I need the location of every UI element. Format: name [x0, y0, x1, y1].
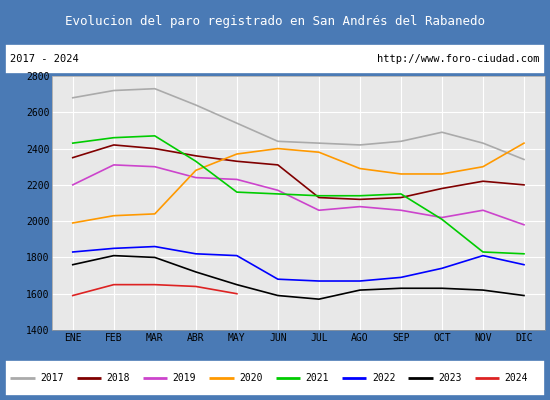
Text: Evolucion del paro registrado en San Andrés del Rabanedo: Evolucion del paro registrado en San And…	[65, 14, 485, 28]
Text: 2023: 2023	[438, 373, 461, 383]
Text: 2022: 2022	[372, 373, 395, 383]
Text: 2021: 2021	[305, 373, 329, 383]
Text: 2018: 2018	[106, 373, 130, 383]
Text: http://www.foro-ciudad.com: http://www.foro-ciudad.com	[377, 54, 540, 64]
Text: 2017: 2017	[40, 373, 64, 383]
Text: 2019: 2019	[173, 373, 196, 383]
Text: 2020: 2020	[239, 373, 262, 383]
Text: 2017 - 2024: 2017 - 2024	[10, 54, 79, 64]
Text: 2024: 2024	[504, 373, 528, 383]
